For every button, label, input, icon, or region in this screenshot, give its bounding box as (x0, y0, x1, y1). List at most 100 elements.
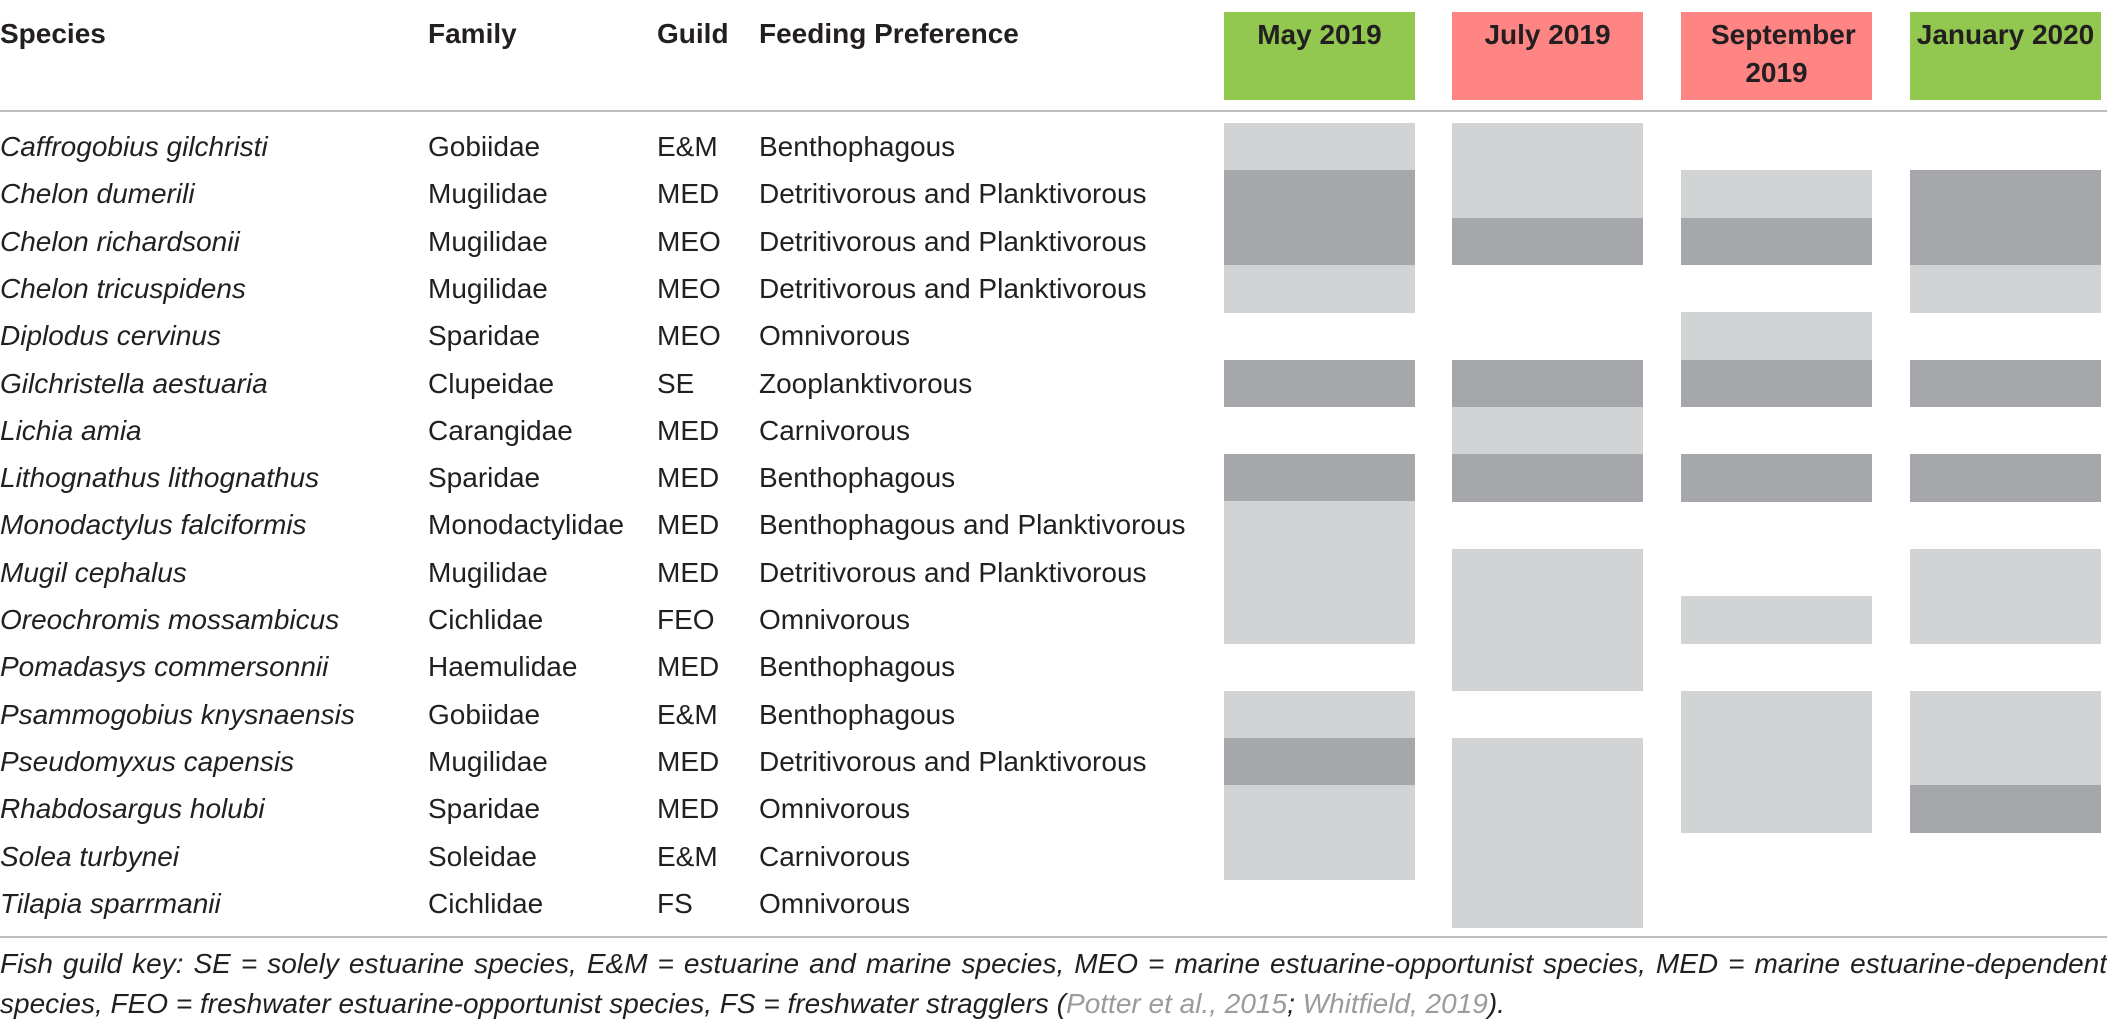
footnote-end: ). (1487, 988, 1505, 1019)
cell-species: Rhabdosargus holubi (0, 793, 265, 825)
cell-species: Gilchristella aestuaria (0, 367, 268, 399)
month-header-1: July 2019 (1452, 12, 1643, 100)
cell-guild: MED (657, 745, 720, 777)
cell-feeding: Benthophagous (759, 462, 956, 494)
cell-species: Monodactylus falciformis (0, 509, 307, 541)
cell-family: Monodactylidae (428, 509, 625, 541)
cell-feeding: Detritivorous and Planktivorous (759, 178, 1147, 210)
month-header-3: January 2020 (1910, 12, 2101, 100)
cell-species: Pomadasys commersonnii (0, 651, 329, 683)
cell-guild: MED (657, 556, 720, 588)
presence-cell-light (1224, 501, 1415, 550)
cell-feeding: Detritivorous and Planktivorous (759, 556, 1147, 588)
presence-cell-light (1452, 879, 1643, 928)
cell-species: Chelon dumerili (0, 178, 195, 210)
cell-species: Lichia amia (0, 414, 142, 446)
presence-cell-dark (1910, 454, 2101, 502)
cell-species: Pseudomyxus capensis (0, 745, 295, 777)
cell-species: Mugil cephalus (0, 556, 187, 588)
presence-cell-light (1224, 832, 1415, 881)
cell-guild: FS (657, 887, 693, 919)
cell-guild: SE (657, 367, 695, 399)
presence-cell-light (1452, 737, 1643, 786)
cell-guild: MEO (657, 225, 721, 257)
cell-family: Gobiidae (428, 131, 541, 162)
presence-cell-light (1681, 690, 1872, 739)
cell-guild: MED (657, 509, 720, 541)
presence-cell-light (1224, 548, 1415, 597)
presence-cell-light (1910, 737, 2101, 786)
cell-feeding: Benthophagous (759, 131, 956, 162)
cell-family: Cichlidae (428, 604, 544, 635)
cell-guild: MEO (657, 272, 721, 304)
presence-cell-dark (1224, 454, 1415, 502)
cell-feeding: Detritivorous and Planktivorous (759, 745, 1147, 777)
cell-guild: FEO (657, 604, 715, 635)
cell-family: Mugilidae (428, 745, 548, 777)
cell-feeding: Benthophagous (759, 698, 956, 730)
cell-family: Gobiidae (428, 698, 541, 730)
cell-guild: MED (657, 462, 720, 494)
cell-guild: MEO (657, 320, 721, 352)
header-feeding-preference: Feeding Preference (759, 18, 1019, 49)
month-header-2: September 2019 (1681, 12, 1872, 100)
month-header-0: May 2019 (1224, 12, 1415, 100)
cell-family: Mugilidae (428, 178, 548, 210)
presence-cell-light (1224, 785, 1415, 834)
cell-family: Mugilidae (428, 556, 548, 588)
presence-cell-dark (1910, 359, 2101, 408)
cell-family: Haemulidae (428, 651, 578, 683)
presence-cell-dark (1681, 454, 1872, 502)
reference-potter[interactable]: Potter et al., 2015 (1066, 988, 1288, 1019)
presence-cell-dark (1224, 359, 1415, 408)
presence-cell-dark (1224, 217, 1415, 266)
header-species: Species (0, 18, 106, 49)
cell-guild: MED (657, 651, 720, 683)
presence-cell-light (1452, 406, 1643, 455)
presence-cell-light (1910, 596, 2101, 644)
presence-cell-dark (1452, 359, 1643, 408)
presence-cell-light (1681, 312, 1872, 361)
presence-cell-dark (1681, 359, 1872, 408)
presence-cell-dark (1910, 170, 2101, 219)
cell-species: Lithognathus lithognathus (0, 462, 320, 494)
presence-cell-light (1452, 832, 1643, 881)
cell-feeding: Benthophagous and Planktivorous (759, 509, 1186, 541)
cell-family: Sparidae (428, 793, 541, 825)
cell-guild: E&M (657, 131, 718, 162)
presence-cell-light (1224, 596, 1415, 644)
cell-family: Sparidae (428, 320, 541, 352)
cell-guild: MED (657, 414, 720, 446)
presence-cell-light (1681, 785, 1872, 834)
cell-feeding: Carnivorous (759, 414, 910, 446)
cell-family: Mugilidae (428, 272, 548, 304)
cell-species: Caffrogobius gilchristi (0, 131, 268, 162)
cell-family: Soleidae (428, 840, 537, 872)
cell-guild: E&M (657, 698, 718, 730)
cell-species: Chelon tricuspidens (0, 272, 246, 304)
reference-whitfield[interactable]: Whitfield, 2019 (1302, 988, 1488, 1019)
header-guild: Guild (657, 18, 729, 49)
cell-guild: MED (657, 793, 720, 825)
cell-feeding: Zooplanktivorous (759, 367, 973, 399)
presence-cell-dark (1910, 785, 2101, 834)
presence-cell-light (1224, 264, 1415, 313)
presence-cell-light (1452, 785, 1643, 834)
cell-species: Diplodus cervinus (0, 320, 221, 352)
presence-cell-dark (1681, 217, 1872, 266)
presence-cell-light (1910, 690, 2101, 739)
presence-cell-light (1681, 596, 1872, 644)
presence-cell-dark (1452, 217, 1643, 266)
cell-family: Mugilidae (428, 225, 548, 257)
cell-feeding: Omnivorous (759, 793, 910, 825)
presence-cell-light (1224, 690, 1415, 739)
cell-species: Chelon richardsonii (0, 225, 240, 257)
presence-cell-light (1452, 548, 1643, 597)
presence-cell-light (1452, 123, 1643, 171)
presence-cell-light (1452, 596, 1643, 644)
cell-feeding: Carnivorous (759, 840, 910, 872)
presence-cell-light (1224, 123, 1415, 171)
cell-feeding: Detritivorous and Planktivorous (759, 225, 1147, 257)
table-bottom-divider (0, 936, 2107, 938)
cell-guild: MED (657, 178, 720, 210)
